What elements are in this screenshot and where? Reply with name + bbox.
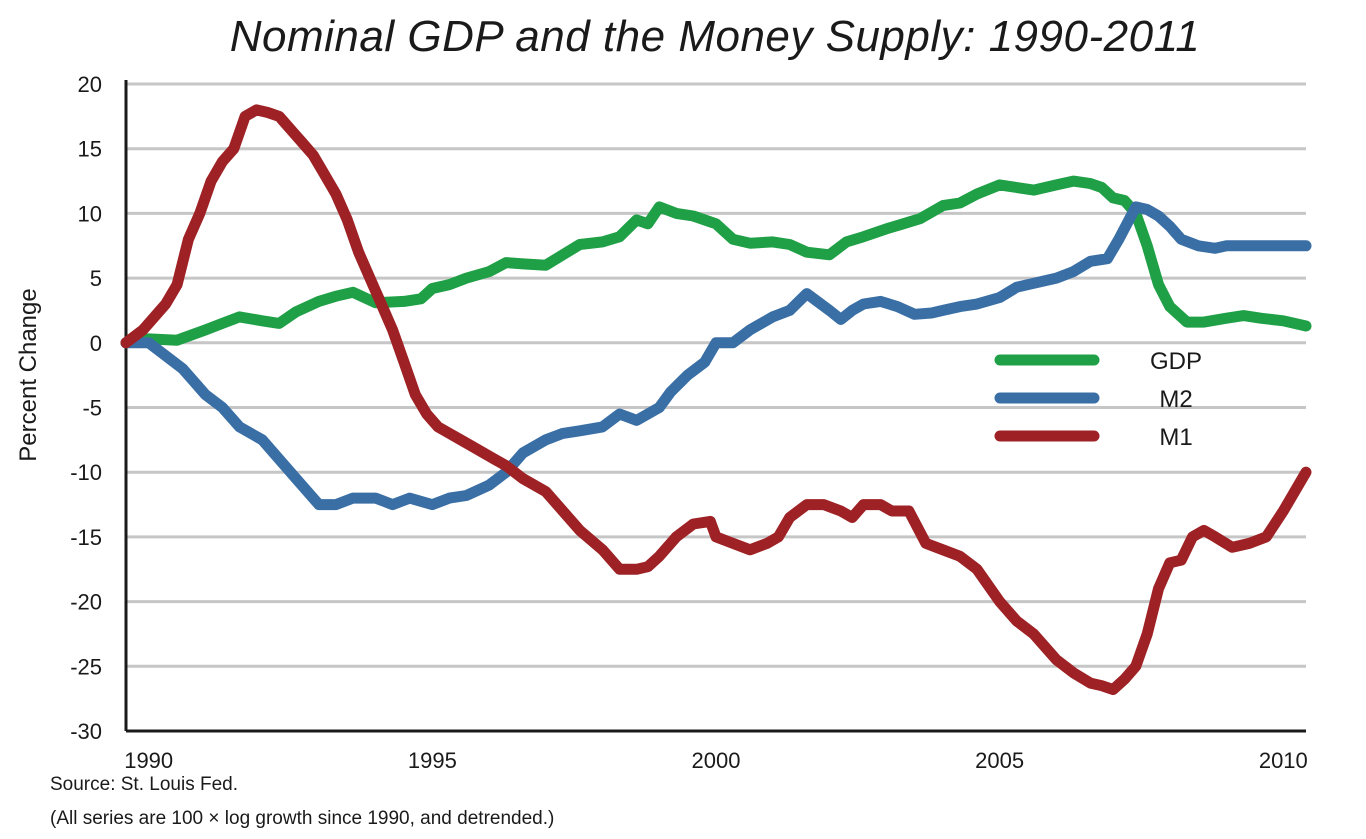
series-line-gdp — [120, 175, 1312, 349]
y-axis-label: Percent Change — [15, 288, 42, 461]
gridlines — [126, 82, 1306, 733]
series-line-m2 — [120, 201, 1312, 511]
axes — [124, 80, 1306, 733]
y-tick-label: 10 — [78, 201, 102, 226]
legend-label-m1: M1 — [1159, 424, 1192, 451]
x-tick-label: 2010 — [1259, 748, 1308, 773]
source-note: Source: St. Louis Fed. — [50, 774, 238, 795]
x-tick-label: 2000 — [692, 748, 741, 773]
y-tick-label: -25 — [70, 654, 102, 679]
y-tick-label: 20 — [78, 72, 102, 97]
legend-label-gdp: GDP — [1150, 348, 1202, 375]
series-lines — [120, 104, 1312, 696]
y-tick-label: -15 — [70, 525, 102, 550]
x-tick-label: 2005 — [975, 748, 1024, 773]
y-tick-labels: 20 15 10 5 0 -5 -10 -15 -20 -25 -30 — [70, 72, 102, 744]
y-tick-label: -30 — [70, 719, 102, 744]
y-tick-label: -10 — [70, 460, 102, 485]
y-tick-label: 15 — [78, 137, 102, 162]
x-tick-label: 1990 — [124, 748, 173, 773]
x-tick-labels: 1990 1995 2000 2005 2010 — [124, 748, 1308, 773]
y-tick-label: 0 — [90, 331, 102, 356]
legend-label-m2: M2 — [1159, 386, 1192, 413]
y-tick-label: -5 — [82, 396, 102, 421]
x-tick-label: 1995 — [408, 748, 457, 773]
y-tick-label: -20 — [70, 590, 102, 615]
legend: GDP M2 M1 — [994, 348, 1202, 451]
chart-title: Nominal GDP and the Money Supply: 1990-2… — [229, 12, 1201, 61]
y-tick-label: 5 — [90, 266, 102, 291]
series-line-m1 — [120, 104, 1312, 696]
method-note: (All series are 100 × log growth since 1… — [50, 808, 555, 829]
